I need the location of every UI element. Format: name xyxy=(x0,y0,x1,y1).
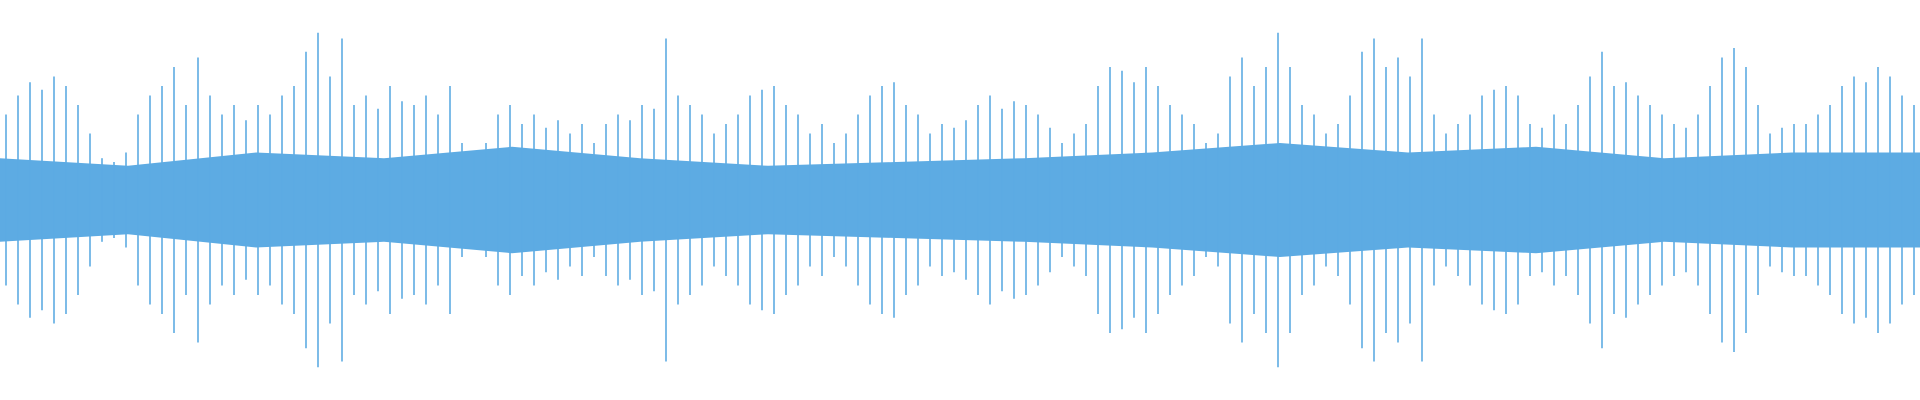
waveform-core xyxy=(0,143,1920,257)
